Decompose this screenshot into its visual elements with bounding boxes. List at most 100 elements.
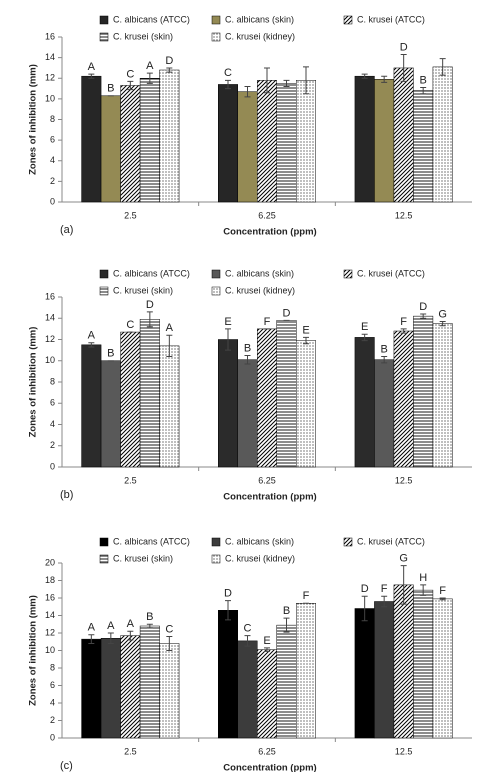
bar xyxy=(276,624,297,739)
bar xyxy=(139,625,160,739)
bar xyxy=(218,610,238,739)
legend-label: C. krusei (ATCC) xyxy=(357,14,425,24)
error-bar xyxy=(283,617,290,633)
significance-letter: A xyxy=(166,322,174,334)
bar xyxy=(81,638,102,739)
bar xyxy=(413,315,434,468)
significance-letter: A xyxy=(107,620,115,632)
y-tick-label: 6 xyxy=(50,680,55,690)
y-tick-label: 18 xyxy=(45,575,55,585)
significance-letter: F xyxy=(400,316,407,328)
error-bar xyxy=(225,600,231,621)
bar xyxy=(81,75,102,203)
significance-letter: D xyxy=(224,588,232,600)
bar xyxy=(257,328,277,468)
bar xyxy=(432,66,453,203)
error-bar xyxy=(303,336,309,345)
y-tick-label: 6 xyxy=(50,398,55,408)
panel-label: (c) xyxy=(60,760,73,772)
error-bar xyxy=(283,79,290,87)
legend-swatch xyxy=(99,286,109,296)
legend-label: C. albicans (ATCC) xyxy=(113,536,190,546)
legend-label: C. krusei (ATCC) xyxy=(357,268,425,278)
significance-letter: C xyxy=(126,319,134,331)
bar xyxy=(218,339,238,468)
x-tick-label: 6.25 xyxy=(258,475,276,485)
y-tick-label: 4 xyxy=(50,419,55,429)
error-bar xyxy=(225,328,231,351)
y-axis-title: Zones of inhibition (mm) xyxy=(28,64,39,175)
significance-letter: B xyxy=(419,74,426,86)
legend-swatch xyxy=(99,32,109,42)
bar xyxy=(81,344,102,468)
y-tick-label: 12 xyxy=(45,73,55,83)
significance-letter: D xyxy=(283,307,291,319)
error-bar xyxy=(420,313,427,319)
bar xyxy=(100,95,121,203)
error-bar xyxy=(244,635,251,647)
legend-label: C. albicans (ATCC) xyxy=(113,268,190,278)
significance-letter: D xyxy=(146,299,154,311)
legend-swatch xyxy=(99,537,109,547)
x-tick-label: 12.5 xyxy=(395,475,413,485)
bar xyxy=(218,84,238,203)
bar xyxy=(139,319,160,468)
significance-letter: D xyxy=(419,301,427,313)
bar xyxy=(296,80,316,203)
error-bar xyxy=(439,320,446,327)
legend-swatch xyxy=(211,537,221,547)
bar xyxy=(413,589,434,739)
error-bar xyxy=(439,597,446,601)
y-tick-label: 2 xyxy=(50,715,55,725)
significance-letter: A xyxy=(146,60,154,72)
legend-label: C. albicans (skin) xyxy=(225,268,294,278)
bar xyxy=(296,603,316,739)
error-bar xyxy=(303,66,309,95)
y-tick-label: 4 xyxy=(50,697,55,707)
significance-letter: B xyxy=(107,348,114,360)
bar xyxy=(276,83,297,203)
error-bar xyxy=(127,630,134,641)
bar xyxy=(276,320,297,468)
error-bar xyxy=(381,595,388,608)
error-bar xyxy=(361,595,368,622)
legend-label: C. krusei (skin) xyxy=(113,31,173,41)
bar xyxy=(354,75,375,203)
x-tick-label: 6.25 xyxy=(258,210,276,220)
y-tick-label: 14 xyxy=(45,52,55,62)
y-tick-label: 0 xyxy=(50,461,55,471)
y-tick-label: 4 xyxy=(50,155,55,165)
y-tick-label: 10 xyxy=(45,645,55,655)
legend-swatch xyxy=(99,554,109,564)
error-bar xyxy=(439,58,446,76)
significance-letter: E xyxy=(224,316,231,328)
y-tick-label: 8 xyxy=(50,376,55,386)
bar xyxy=(159,345,180,468)
y-tick-label: 14 xyxy=(45,610,55,620)
bar xyxy=(237,359,258,468)
bar xyxy=(237,640,258,739)
error-bar xyxy=(361,333,368,342)
significance-letter: B xyxy=(107,83,114,95)
legend-label: C. krusei (kidney) xyxy=(225,285,295,295)
significance-letter: C xyxy=(165,623,173,635)
significance-letter: F xyxy=(264,316,271,328)
significance-letter: B xyxy=(244,342,251,354)
error-bar xyxy=(400,54,407,82)
x-tick-label: 2.5 xyxy=(124,746,137,756)
bar xyxy=(432,598,453,739)
legend-swatch xyxy=(343,269,353,279)
bar xyxy=(413,90,434,203)
bar xyxy=(257,649,277,739)
significance-letter: F xyxy=(439,585,446,597)
bar xyxy=(393,67,414,203)
significance-letter: A xyxy=(88,61,96,73)
x-tick-label: 12.5 xyxy=(395,746,413,756)
error-bar xyxy=(166,334,173,357)
y-tick-label: 8 xyxy=(50,114,55,124)
significance-letter: C xyxy=(126,68,134,80)
panel-label: (a) xyxy=(60,224,73,236)
legend-label: C. krusei (skin) xyxy=(113,553,173,563)
error-bar xyxy=(146,623,153,629)
